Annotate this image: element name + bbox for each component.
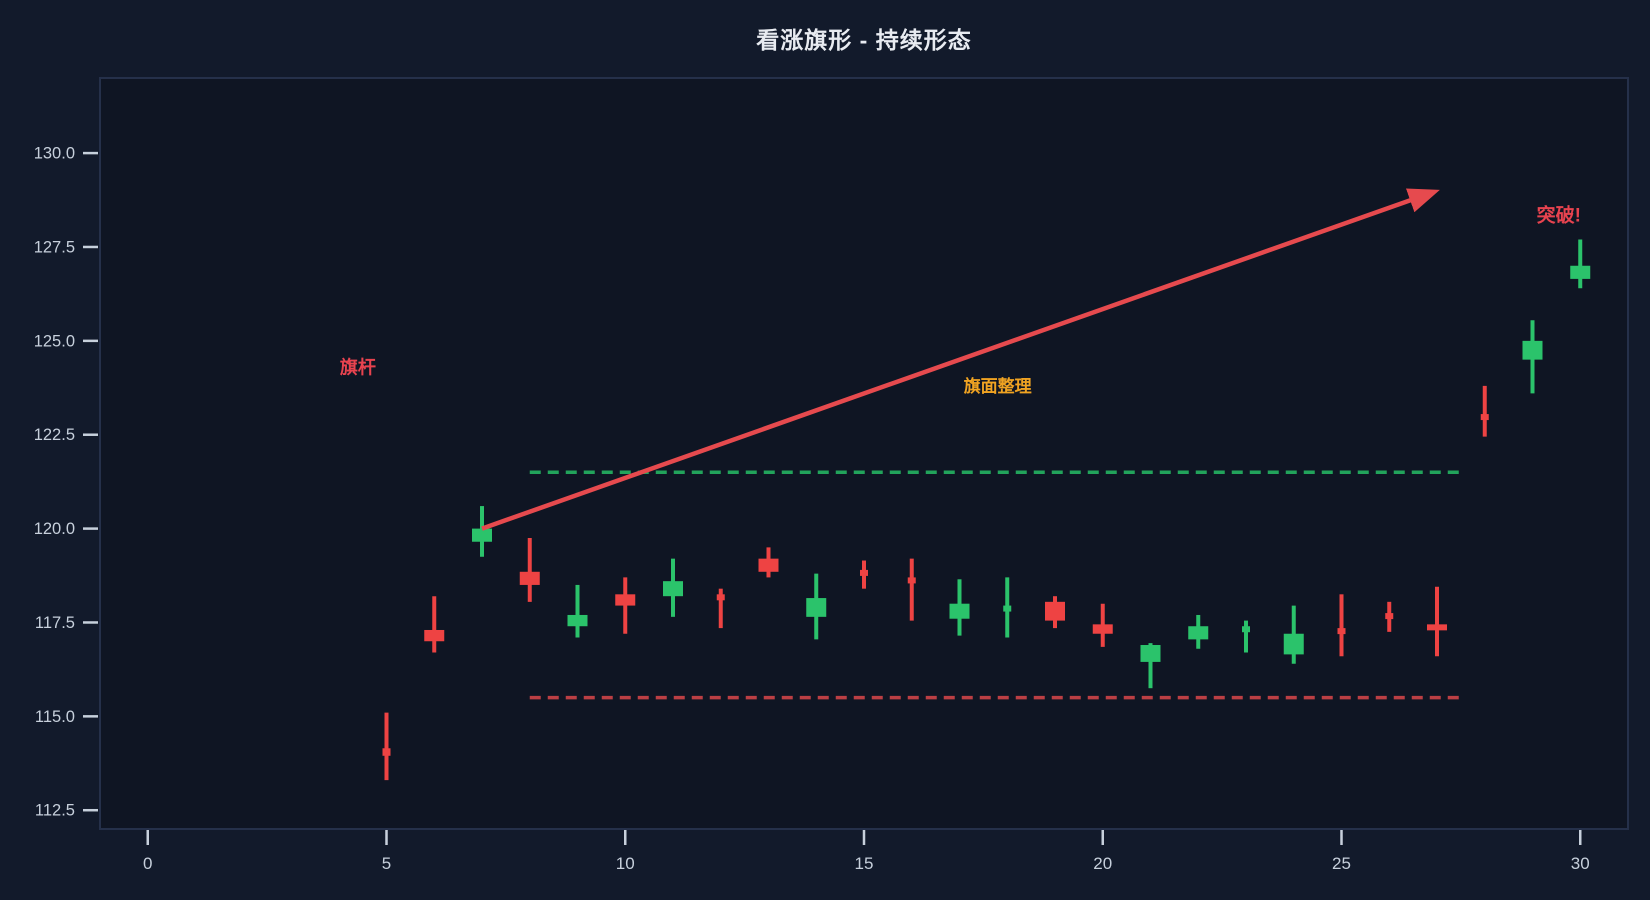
x-tick-label: 0: [143, 854, 152, 873]
candle-body: [1385, 613, 1394, 620]
candle: [758, 547, 779, 578]
candle-body: [424, 629, 445, 642]
plot-area: [99, 77, 1629, 830]
y-tick-label: 127.5: [34, 238, 75, 256]
candle-body: [1522, 340, 1543, 360]
candle-body: [949, 603, 970, 619]
candle: [615, 577, 636, 634]
candle: [907, 558, 916, 621]
x-tick-label: 30: [1571, 854, 1590, 873]
candle: [860, 560, 868, 589]
candle-body: [615, 594, 636, 606]
x-tick-label: 5: [382, 854, 391, 873]
candle: [1570, 239, 1591, 289]
y-tick-label: 120.0: [34, 520, 75, 538]
y-tick-label: 125.0: [34, 332, 75, 350]
candle-body: [663, 581, 683, 597]
candle: [1242, 620, 1250, 653]
candle: [716, 588, 725, 629]
candle: [1522, 320, 1543, 394]
breakout-label: 突破!: [1537, 204, 1581, 227]
candle: [472, 506, 492, 557]
candle: [663, 558, 683, 617]
candle: [567, 584, 588, 638]
candle-body: [758, 558, 779, 572]
x-tick-label: 10: [616, 854, 635, 873]
candle: [1003, 577, 1012, 638]
candle-body: [1337, 628, 1346, 635]
x-tick-label: 25: [1332, 854, 1351, 873]
candle: [949, 579, 970, 636]
flagpole-label: 旗杆: [340, 356, 376, 377]
candle-body: [1283, 633, 1304, 655]
candle: [1188, 614, 1209, 649]
candle-body: [519, 571, 540, 585]
candle-body: [472, 528, 492, 542]
candle-body: [1092, 624, 1113, 634]
candle: [1140, 643, 1161, 689]
y-tick-label: 130.0: [34, 145, 75, 163]
candle-body: [860, 569, 868, 576]
candle-body: [1480, 414, 1489, 421]
candle: [424, 596, 445, 653]
candle: [1385, 601, 1394, 632]
y-tick-label: 112.5: [35, 802, 75, 820]
candle-body: [567, 614, 588, 627]
candle-body: [1570, 265, 1591, 279]
candle-body: [716, 594, 725, 601]
candle-body: [1140, 645, 1161, 662]
flag-label: 旗面整理: [964, 376, 1032, 396]
candle: [1283, 605, 1304, 664]
candle: [1427, 586, 1447, 657]
candle: [382, 712, 391, 781]
x-tick-label: 20: [1093, 854, 1112, 873]
y-tick-label: 122.5: [34, 426, 75, 444]
y-tick-label: 117.5: [35, 614, 75, 632]
candle: [519, 537, 540, 602]
chart-title: 看涨旗形 - 持续形态: [756, 27, 972, 53]
x-tick-label: 15: [855, 854, 874, 873]
candle-body: [907, 577, 916, 584]
y-tick-label: 115.0: [35, 708, 75, 726]
candle-body: [1427, 624, 1447, 631]
candle: [1045, 596, 1065, 629]
candle-body: [382, 748, 391, 756]
candle: [806, 573, 827, 640]
candle-body: [1045, 601, 1065, 621]
candle-body: [806, 598, 827, 617]
candle: [1092, 603, 1113, 647]
candle: [1480, 385, 1489, 437]
trend-arrow: [481, 188, 1440, 531]
candle-body: [1188, 626, 1209, 640]
candle-body: [1003, 605, 1012, 612]
candle: [1337, 594, 1346, 657]
candle-body: [1242, 626, 1250, 633]
